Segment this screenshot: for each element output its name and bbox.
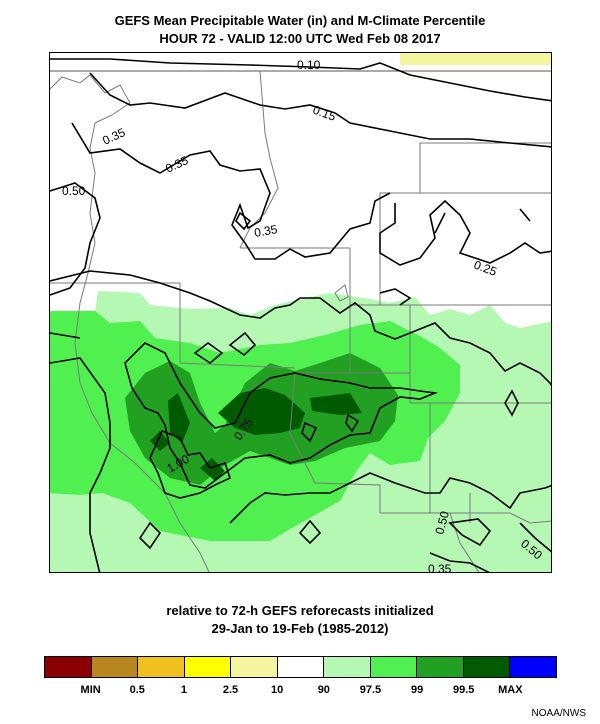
shade-10th-percentile-north	[400, 53, 551, 65]
state-borders	[50, 70, 551, 572]
colorbar-tick-label: 10	[271, 684, 284, 696]
colorbar-swatch	[324, 657, 371, 677]
contour-0.50-east	[229, 472, 551, 524]
reforecast-period: 29-Jan to 19-Feb (1985-2012)	[211, 621, 389, 636]
contour-0.50	[50, 182, 101, 296]
colorbar-tick-label: 99.5	[453, 684, 475, 696]
colorbar-tick-label: 99	[410, 684, 424, 696]
colorbar-tick-label: MAX	[498, 684, 523, 696]
contour-label: 0.35	[253, 222, 279, 240]
contour-label: 0.10	[297, 58, 321, 72]
contour-label: 0.50	[432, 509, 452, 535]
colorbar-tick-label: 0.5	[129, 684, 145, 696]
contour-0.15	[89, 72, 551, 148]
contour-0.25-south	[379, 288, 412, 306]
contour-label: 0.15	[311, 103, 338, 124]
colorbar-swatch	[417, 657, 464, 677]
percentile-colorbar	[44, 656, 557, 678]
colorbar-swatch	[45, 657, 92, 677]
precipitable-water-map: 0.10 0.15 0.35 0.35 0.50 0.35 0.25 0.75 …	[50, 53, 551, 573]
colorbar-swatch	[370, 657, 418, 677]
map-panel: 0.10 0.15 0.35 0.35 0.50 0.35 0.25 0.75 …	[49, 52, 552, 573]
contour-0.75	[124, 342, 439, 489]
colorbar-tick-label: 1	[180, 684, 187, 696]
shade-99.5-max-region	[168, 393, 190, 443]
pw-contours	[50, 58, 551, 572]
contour-label: 0.35	[100, 125, 127, 148]
colorbar-swatch	[231, 657, 278, 677]
colorbar-swatch	[138, 657, 185, 677]
contour-0.35-central	[50, 270, 551, 387]
colorbar-tick-label: MIN	[80, 684, 101, 696]
contour-0.50-inner	[235, 211, 252, 231]
contour-1.00	[149, 429, 231, 499]
reforecast-caption: relative to 72-h GEFS reforecasts initia…	[166, 603, 434, 618]
colorbar-swatch	[510, 657, 557, 677]
colorbar-swatch	[277, 657, 325, 677]
source-credit: NOAA/NWS	[531, 708, 586, 719]
colorbar-tick-label: 90	[317, 684, 330, 696]
contour-0.35-west	[71, 122, 391, 260]
map-valid-time: HOUR 72 - VALID 12:00 UTC Wed Feb 08 201…	[159, 31, 441, 46]
contour-label: 0.50	[62, 184, 86, 198]
contour-label: 0.35	[428, 562, 452, 573]
map-title: GEFS Mean Precipitable Water (in) and M-…	[114, 13, 486, 28]
colorbar-swatch	[463, 657, 511, 677]
contour-0.10	[50, 58, 551, 102]
colorbar-tick-label: 97.5	[359, 684, 382, 696]
colorbar-swatch	[91, 657, 139, 677]
colorbar-swatch	[184, 657, 232, 677]
percentile-shading	[50, 53, 551, 572]
colorbar-tick-label: 2.5	[222, 684, 239, 696]
contour-0.25	[379, 199, 551, 266]
